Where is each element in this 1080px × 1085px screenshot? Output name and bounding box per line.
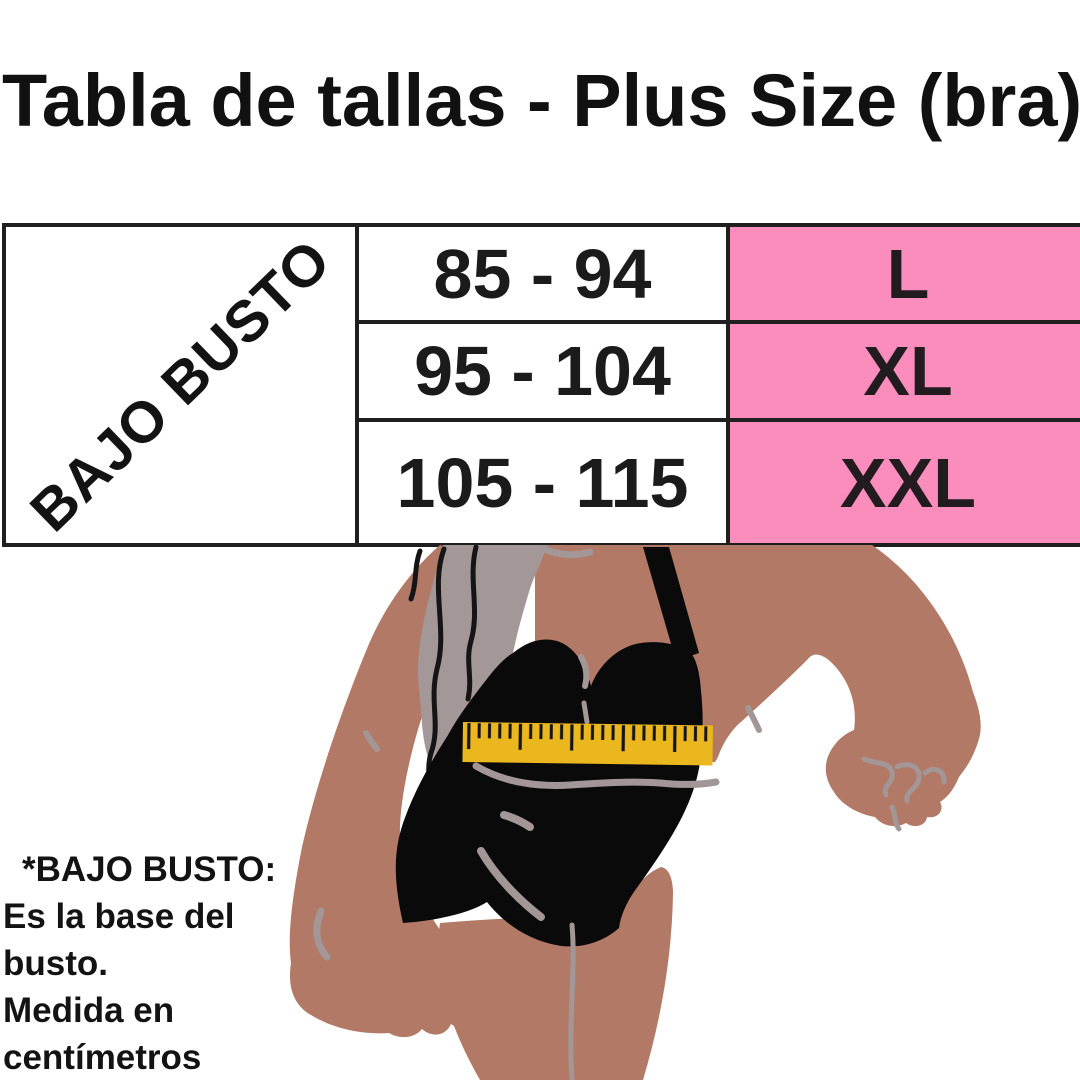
swimsuit-strap [643,547,699,661]
measurement-label: BAJO BUSTO [17,226,344,544]
footnote-line: Medida en [3,991,175,1030]
footnote-line: centímetros [3,1038,202,1077]
swimsuit-shape [395,639,703,947]
size-column-background [726,227,1080,543]
measuring-tape-icon [462,722,713,766]
table-column-divider-2 [726,227,730,543]
table-column-divider-1 [355,227,359,543]
table-cell-range-1: 85 - 94 [433,234,652,313]
woman-figure-illustration [289,544,981,1083]
footnote-line: Es la base del [3,897,235,936]
measurement-illustration [280,544,1000,1083]
size-table: BAJO BUSTO 85 - 94 95 - 104 105 - 115 L … [2,223,1080,547]
table-row-header-cell: BAJO BUSTO [6,226,355,544]
table-cell-size-1: L [886,234,930,313]
table-cell-range-3: 105 - 115 [396,443,689,522]
footnote-line: *BAJO BUSTO: [22,850,277,889]
table-cell-size-3: XXL [839,443,977,522]
page-title: Tabla de tallas - Plus Size (bra) [2,59,1080,142]
table-row-divider-1 [355,320,1080,324]
table-cell-range-2: 95 - 104 [414,332,671,410]
hair-shape [417,545,547,781]
table-cell-size-2: XL [863,332,953,410]
highlight-strokes [313,544,947,1083]
left-arm-hand-shape [289,545,489,1038]
footnote: *BAJO BUSTO: Es la base del busto. Medid… [3,846,313,1081]
footnote-line: busto. [3,944,108,983]
hair-strand-lines [408,544,479,781]
underbust-fold-line [472,762,720,789]
table-row-divider-2 [355,418,1080,422]
legs-shape [438,867,673,1080]
